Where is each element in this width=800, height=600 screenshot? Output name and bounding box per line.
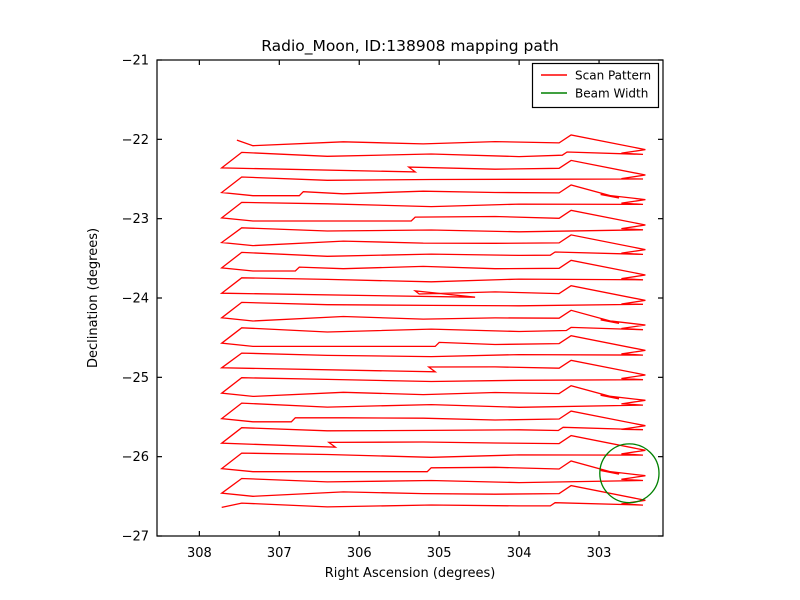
x-tick-label: 305 xyxy=(427,546,452,561)
x-tick-label: 307 xyxy=(267,546,292,561)
y-tick-label: −26 xyxy=(122,450,149,465)
x-tick-label: 304 xyxy=(507,546,532,561)
x-axis-label: Right Ascension (degrees) xyxy=(325,566,496,581)
x-tick-label: 308 xyxy=(187,546,212,561)
legend-label-beam-width: Beam Width xyxy=(575,87,648,101)
y-tick-label: −27 xyxy=(122,530,149,545)
x-tick-label: 303 xyxy=(587,546,612,561)
axis-ticks xyxy=(157,59,663,537)
chart-title: Radio_Moon, ID:138908 mapping path xyxy=(261,37,559,56)
y-tick-label: −23 xyxy=(122,212,149,227)
scan-pattern-series xyxy=(219,134,646,509)
y-tick-label: −25 xyxy=(122,371,149,386)
y-axis-label: Declination (degrees) xyxy=(86,228,101,368)
legend-label-scan-pattern: Scan Pattern xyxy=(575,69,651,83)
axis-tick-labels: 308 307 306 305 304 303 −21 −22 −23 −24 −25 −26 −27 xyxy=(122,54,612,562)
x-tick-label: 306 xyxy=(347,546,372,561)
y-tick-label: −24 xyxy=(122,292,149,307)
y-tick-label: −21 xyxy=(122,54,149,69)
legend-box xyxy=(531,62,660,109)
y-tick-label: −22 xyxy=(122,133,149,148)
legend: Scan Pattern Beam Width xyxy=(531,62,660,109)
beam-width-circle xyxy=(599,443,660,504)
